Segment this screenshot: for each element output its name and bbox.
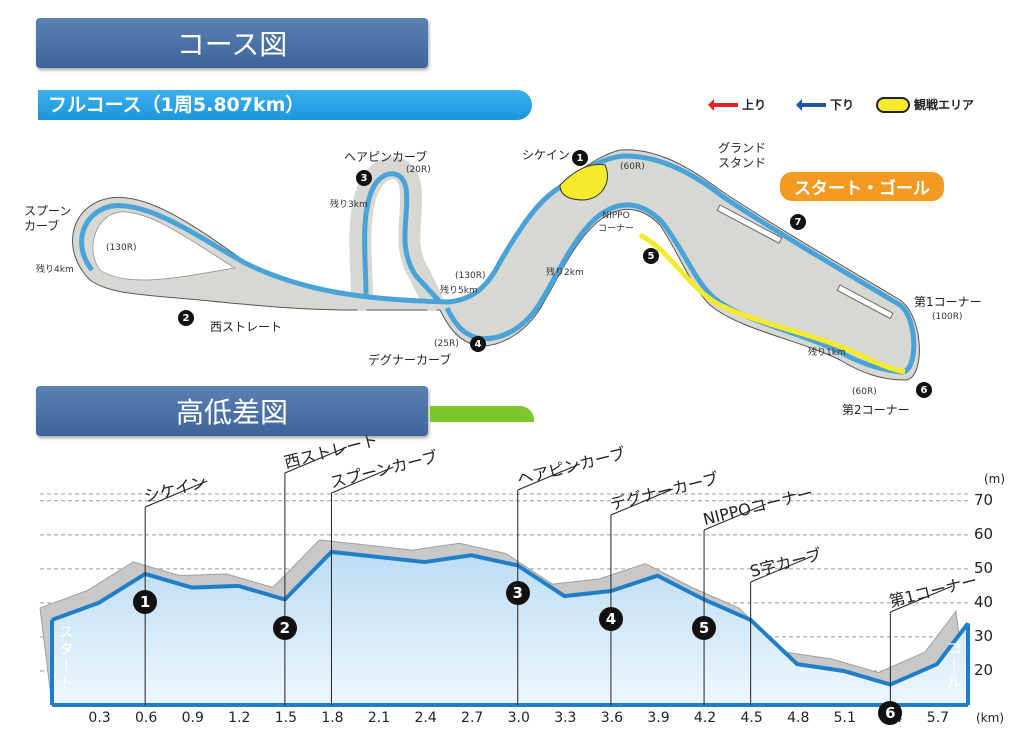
track-line	[79, 153, 917, 375]
elevation-point-marker: 3	[505, 581, 530, 606]
map-label-west-straight: 西ストレート	[210, 320, 283, 334]
map-label-remain1: 残り1km	[808, 348, 846, 358]
leader-line-diag	[284, 446, 348, 474]
leader-line-diag	[144, 480, 208, 508]
map-number-3: 3	[356, 170, 372, 186]
map-label-r130-left: (130R)	[106, 243, 137, 253]
elevation-tab: 高低差図	[36, 386, 428, 436]
x-unit-label: (km)	[975, 711, 1005, 725]
x-tick-label: 3.9	[647, 710, 670, 726]
x-tick-label: 5.1	[833, 710, 856, 726]
y-tick-label: 70	[974, 490, 994, 509]
green-accent-bar	[430, 406, 534, 422]
map-number-2: 2	[178, 310, 194, 326]
leader-line-diag	[750, 555, 813, 583]
legend-up-label: 上り	[742, 98, 767, 112]
legend-down: 下り	[796, 96, 855, 113]
x-tick-label: 3.0	[507, 710, 530, 726]
legend-viewing-label: 観戦エリア	[914, 98, 975, 112]
start-vertical-label: スタート	[57, 624, 75, 692]
leader-line-diag	[331, 466, 394, 494]
legend-down-label: 下り	[830, 98, 855, 112]
leader-line-diag	[517, 463, 580, 491]
viewing-area-icon	[876, 96, 910, 113]
map-label-spoon-text: スプーン カーブ	[24, 204, 72, 233]
map-label-r130-mid: (130R)	[455, 271, 486, 281]
x-tick-label: 1.2	[228, 710, 251, 726]
x-tick-label: 4.8	[787, 710, 810, 726]
elevation-point-marker: 6	[878, 700, 903, 725]
viewing-area-shikein	[559, 163, 608, 201]
course-map-title: コース図	[176, 28, 288, 61]
x-tick-label: 1.5	[274, 710, 298, 726]
course-map	[72, 149, 920, 381]
map-label-hairpin: ヘアピンカーブ	[344, 150, 428, 164]
map-label-r20: (20R)	[406, 165, 431, 175]
y-tick-label: 20	[974, 660, 994, 679]
legend-up: 上り	[708, 96, 767, 113]
y-tick-label: 60	[974, 524, 994, 543]
course-map-tab: コース図	[36, 18, 428, 68]
map-label-shikein: シケイン	[522, 148, 570, 162]
y-tick-label: 30	[974, 626, 994, 645]
viewing-area-s-curve	[638, 232, 906, 375]
map-label-grand-stand: グランド スタンド	[718, 141, 767, 170]
hairpin-outline	[349, 157, 443, 311]
map-label-r60-bottom: (60R)	[852, 387, 877, 397]
map-label-nippo: NIPPO コーナー	[598, 211, 635, 234]
y-tick-label: 50	[974, 558, 994, 577]
legend-viewing: 観戦エリア	[876, 96, 974, 113]
map-label-spoon: スプーン カーブ	[24, 204, 71, 234]
leader-line-diag	[703, 503, 767, 531]
map-number-1: 1	[572, 150, 588, 166]
map-number-4: 4	[470, 336, 486, 352]
x-tick-label: 1.8	[321, 710, 344, 726]
start-goal-badge: スタート・ゴール	[780, 172, 944, 201]
x-tick-label: 0.3	[88, 710, 111, 726]
x-tick-label: 3.3	[554, 710, 577, 726]
leader-line-diag	[890, 585, 953, 613]
x-tick-label: 0.9	[181, 710, 204, 726]
map-label-remain3: 残り3km	[330, 200, 368, 210]
map-label-remain5: 残り5km	[440, 286, 478, 296]
full-course-banner: フルコース（1周5.807km）	[38, 90, 532, 120]
y-unit-label: (m)	[984, 472, 1006, 486]
x-tick-label: 2.1	[367, 710, 391, 726]
x-tick-label: 3.6	[600, 710, 624, 726]
x-tick-label: 4.5	[740, 710, 763, 726]
elevation-point-marker: 5	[692, 615, 717, 640]
x-tick-label: 2.4	[414, 710, 437, 726]
elevation-point-marker: 1	[133, 589, 158, 614]
map-label-degner: デグナーカーブ	[368, 353, 452, 367]
red-arrow-icon	[708, 98, 738, 111]
map-label-remain4: 残り4km	[36, 265, 74, 275]
x-tick-label: 0.6	[135, 710, 158, 726]
map-label-first-corner: 第1コーナー	[914, 295, 982, 309]
map-label-r60-top: (60R)	[620, 162, 645, 172]
y-tick-label: 40	[974, 592, 994, 611]
x-tick-label: 4.2	[693, 710, 717, 726]
map-label-r25: (25R)	[434, 339, 459, 349]
map-number-5: 5	[643, 248, 659, 264]
map-label-r100: (100R)	[932, 312, 963, 322]
map-number-7: 7	[790, 214, 806, 230]
leader-line-diag	[610, 488, 674, 516]
elevation-title: 高低差図	[175, 396, 288, 429]
map-label-second-corner: 第2コーナー	[842, 403, 910, 417]
map-number-6: 6	[916, 382, 932, 398]
map-label-remain2: 残り2km	[546, 268, 584, 278]
elevation-point-marker: 4	[598, 606, 623, 631]
goal-vertical-label: ゴール	[945, 640, 963, 691]
blue-arrow-icon	[796, 98, 826, 111]
elevation-point-marker: 2	[272, 615, 297, 640]
x-tick-label: 5.7	[926, 710, 950, 726]
elevation-area	[52, 551, 968, 705]
x-tick-label: 2.7	[461, 710, 484, 726]
